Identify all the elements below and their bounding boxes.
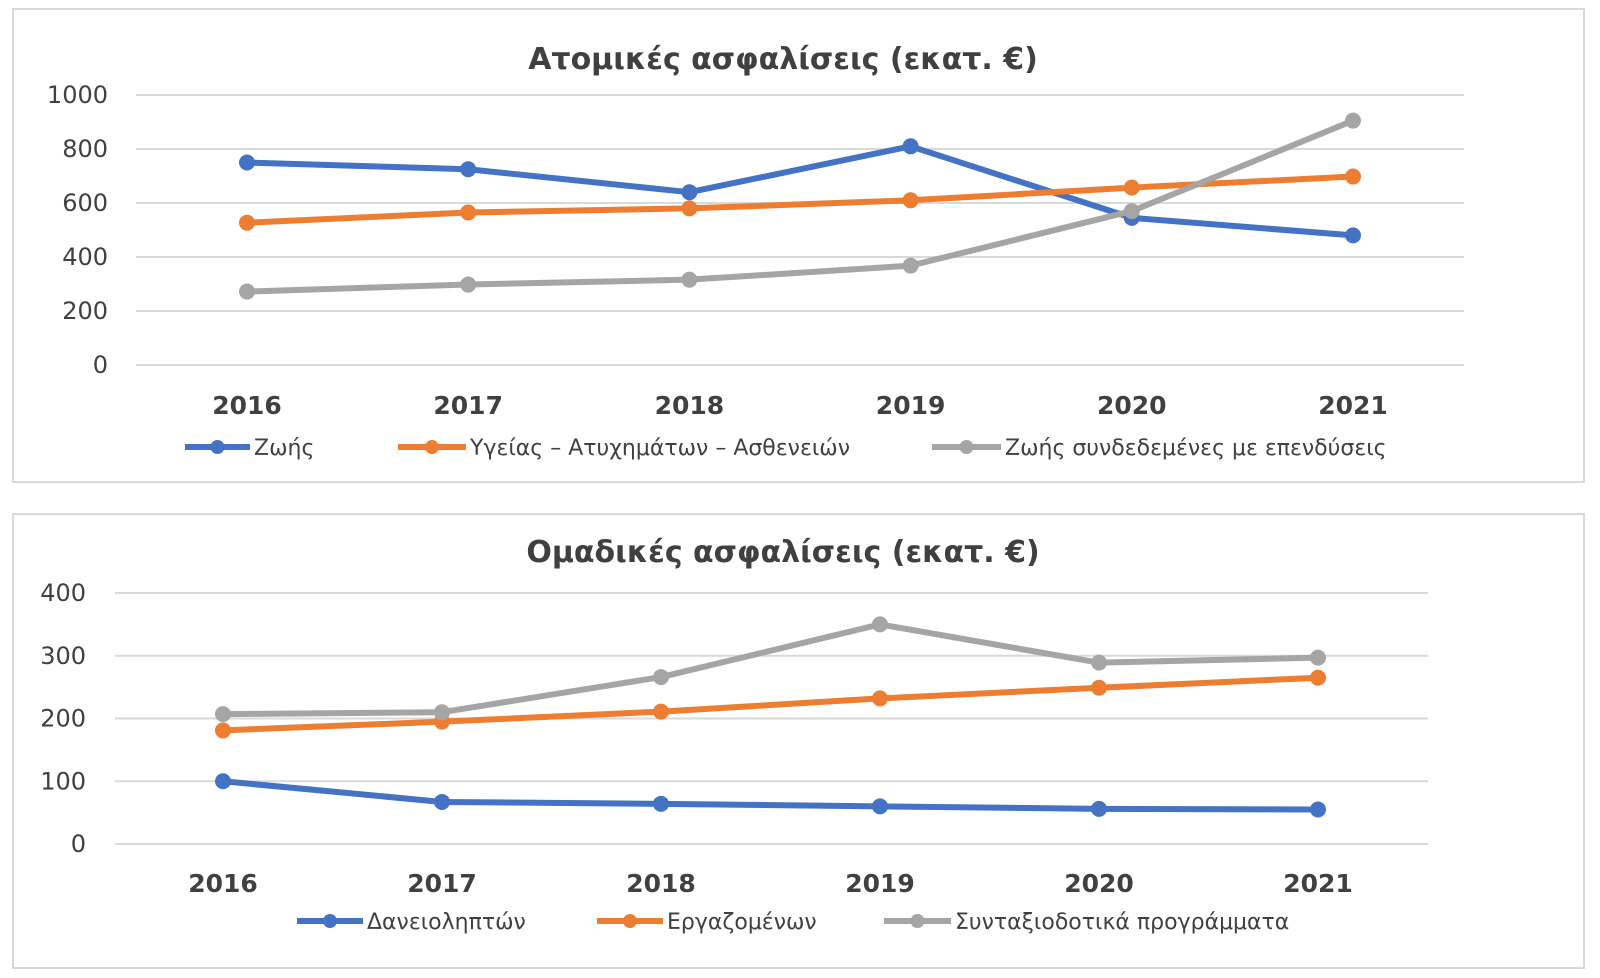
data-point bbox=[460, 276, 477, 293]
x-tick-label: 2019 bbox=[876, 391, 946, 420]
legend-item-1: Ζωής bbox=[185, 436, 314, 461]
x-tick-label: 2020 bbox=[1064, 869, 1134, 898]
data-point bbox=[681, 184, 698, 201]
series-line-1 bbox=[244, 143, 1356, 239]
legend-label: Υγείας – Ατυχημάτων – Ασθενειών bbox=[469, 436, 850, 461]
data-point bbox=[902, 257, 919, 274]
y-tick-label: 0 bbox=[71, 830, 86, 858]
y-tick-label: 600 bbox=[62, 189, 108, 217]
legend-label: Ζωής bbox=[254, 436, 314, 461]
legend-item-3: Ζωής συνδεδεμένες με επενδύσεις bbox=[932, 436, 1387, 461]
line-chart-group: Ομαδικές ασφαλίσεις (εκατ. €) 0 100 200 300 4… bbox=[40, 535, 1428, 935]
data-point bbox=[1091, 679, 1107, 696]
data-point bbox=[1310, 669, 1326, 686]
data-point bbox=[1123, 179, 1140, 196]
x-tick-label: 2021 bbox=[1318, 391, 1388, 420]
legend-label: Συνταξιοδοτικά προγράμματα bbox=[955, 910, 1289, 935]
data-point bbox=[1310, 801, 1326, 818]
data-point bbox=[215, 722, 231, 739]
legend-label: Ζωής συνδεδεμένες με επενδύσεις bbox=[1005, 436, 1387, 461]
data-point bbox=[902, 192, 919, 209]
x-tick-label: 2018 bbox=[626, 869, 696, 898]
x-tick-label: 2020 bbox=[1097, 391, 1167, 420]
data-point bbox=[434, 793, 450, 810]
y-tick-label: 400 bbox=[40, 579, 86, 607]
x-tick-label: 2017 bbox=[407, 869, 477, 898]
x-tick-label: 2016 bbox=[188, 869, 258, 898]
data-point bbox=[1310, 649, 1326, 666]
legend-label: Εργαζομένων bbox=[667, 910, 817, 935]
x-tick-label: 2019 bbox=[845, 869, 915, 898]
x-tick-label: 2016 bbox=[212, 391, 282, 420]
data-point bbox=[460, 204, 477, 221]
data-point bbox=[1123, 203, 1140, 220]
data-point bbox=[434, 704, 450, 721]
line-chart-individual: Ατομικές ασφαλίσεις (εκατ. €) 0 200 400 600 8… bbox=[47, 42, 1464, 461]
data-point bbox=[1091, 654, 1107, 671]
data-point bbox=[653, 669, 669, 686]
legend-item-1: Δανειοληπτών bbox=[297, 910, 526, 935]
data-point bbox=[215, 706, 231, 723]
y-tick-label: 300 bbox=[40, 642, 86, 670]
data-point bbox=[902, 138, 919, 155]
y-tick-label: 800 bbox=[62, 135, 108, 163]
data-point bbox=[681, 200, 698, 217]
series-line-3 bbox=[220, 621, 1321, 718]
data-point bbox=[872, 798, 888, 815]
y-tick-label: 0 bbox=[93, 351, 108, 379]
data-point bbox=[872, 690, 888, 707]
data-point bbox=[239, 283, 255, 300]
legend-swatch-marker bbox=[910, 914, 925, 928]
legend-swatch-marker bbox=[959, 440, 974, 454]
series-line-2 bbox=[244, 173, 1356, 226]
data-point bbox=[653, 795, 669, 812]
legend-swatch-marker bbox=[425, 440, 439, 454]
y-tick-label: 400 bbox=[62, 243, 108, 271]
y-tick-label: 200 bbox=[62, 297, 108, 325]
data-point bbox=[872, 616, 888, 633]
x-tick-label: 2018 bbox=[655, 391, 725, 420]
data-point bbox=[239, 214, 255, 231]
legend-item-3: Συνταξιοδοτικά προγράμματα bbox=[884, 910, 1289, 935]
data-point bbox=[460, 161, 477, 178]
data-point bbox=[1345, 168, 1361, 185]
data-point bbox=[653, 703, 669, 720]
data-point bbox=[681, 271, 698, 288]
series-line-1 bbox=[220, 778, 1321, 813]
legend-swatch-marker bbox=[323, 914, 337, 928]
x-tick-label: 2021 bbox=[1283, 869, 1353, 898]
legend-swatch-marker bbox=[210, 440, 225, 454]
legend-swatch-marker bbox=[623, 914, 637, 928]
data-point bbox=[239, 154, 255, 171]
chart-title: Ομαδικές ασφαλίσεις (εκατ. €) bbox=[526, 535, 1039, 570]
y-tick-label: 100 bbox=[40, 767, 86, 795]
series-line-3 bbox=[244, 117, 1356, 295]
legend-item-2: Εργαζομένων bbox=[597, 910, 817, 935]
series-line-2 bbox=[220, 674, 1321, 734]
data-point bbox=[1091, 800, 1107, 817]
x-tick-label: 2017 bbox=[433, 391, 503, 420]
data-point bbox=[1345, 227, 1361, 244]
y-tick-label: 1000 bbox=[47, 81, 108, 109]
y-tick-label: 200 bbox=[40, 705, 86, 733]
legend-label: Δανειοληπτών bbox=[367, 910, 526, 935]
chart-panel-individual bbox=[12, 8, 1585, 483]
legend-item-2: Υγείας – Ατυχημάτων – Ασθενειών bbox=[398, 436, 850, 461]
data-point bbox=[1345, 112, 1361, 129]
chart-title: Ατομικές ασφαλίσεις (εκατ. €) bbox=[528, 42, 1038, 77]
chart-panel-group bbox=[12, 513, 1585, 969]
data-point bbox=[215, 773, 231, 790]
